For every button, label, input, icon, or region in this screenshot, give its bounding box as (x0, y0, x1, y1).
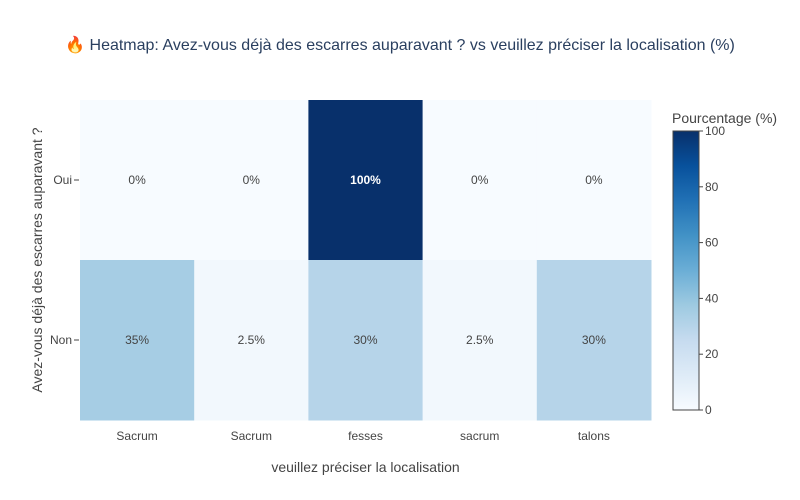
heatmap-cell (536, 100, 652, 261)
heatmap-cell (194, 100, 309, 261)
colorbar-tick-label: 0 (705, 403, 712, 417)
x-tick-label: sacrum (460, 429, 499, 443)
colorbar-title: Pourcentage (%) (672, 110, 777, 126)
cell-value-label: 2.5% (466, 333, 494, 347)
y-tick-label: Oui (53, 173, 72, 187)
colorbar-tick-label: 100 (705, 124, 725, 138)
cell-value-label: 100% (350, 173, 381, 187)
x-tick-label: talons (578, 429, 610, 443)
colorbar-tick-label: 80 (705, 180, 719, 194)
heatmap-cell (194, 260, 309, 421)
y-tick-label: Non (50, 333, 72, 347)
colorbar-tick-label: 60 (705, 236, 719, 250)
colorbar-gradient (672, 130, 700, 411)
y-axis-ticks: Oui Non (50, 173, 79, 347)
colorbar: Pourcentage (%) 0 20 40 60 80 100 (672, 110, 777, 417)
heatmap-cell (422, 260, 538, 421)
heatmap-cell (536, 260, 652, 421)
cell-value-label: 0% (128, 173, 146, 187)
cell-value-label: 0% (471, 173, 489, 187)
heatmap-cell (80, 260, 195, 421)
x-tick-label: Sacrum (231, 429, 272, 443)
x-tick-label: Sacrum (116, 429, 157, 443)
colorbar-ticks: 0 20 40 60 80 100 (699, 124, 725, 417)
cell-value-label: 0% (243, 173, 261, 187)
x-tick-label: fesses (348, 429, 383, 443)
y-axis-title: Avez-vous déjà des escarres auparavant ? (29, 127, 45, 392)
heatmap-cell-labels: 0% 0% 100% 0% 0% 35% 2.5% 30% 2.5% 30% (125, 173, 606, 347)
x-axis-ticks: Sacrum Sacrum fesses sacrum talons (116, 429, 609, 443)
colorbar-tick-label: 20 (705, 347, 719, 361)
chart-title: 🔥 Heatmap: Avez-vous déjà des escarres a… (65, 35, 735, 54)
cell-value-label: 35% (125, 333, 149, 347)
x-axis-title: veuillez préciser la localisation (271, 459, 459, 475)
heatmap-cell (422, 100, 538, 261)
cell-value-label: 30% (353, 333, 377, 347)
cell-value-label: 30% (582, 333, 606, 347)
colorbar-tick-label: 40 (705, 291, 719, 305)
cell-value-label: 0% (585, 173, 603, 187)
heatmap-cells (80, 100, 652, 421)
cell-value-label: 2.5% (238, 333, 266, 347)
heatmap-cell (308, 260, 424, 421)
heatmap-cell (80, 100, 195, 261)
heatmap-cell (308, 100, 424, 261)
